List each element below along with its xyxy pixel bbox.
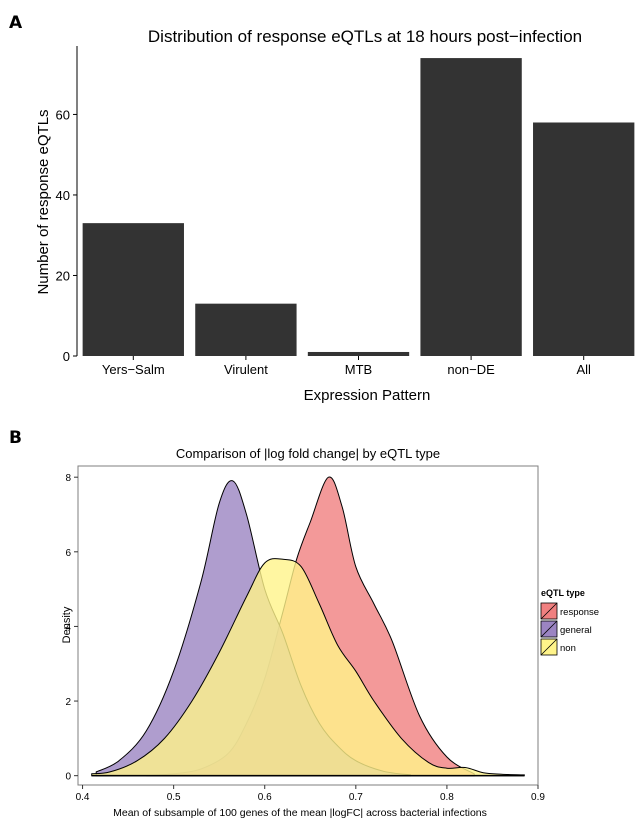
x-tick-label: 0.7	[349, 792, 363, 803]
bar	[82, 223, 184, 356]
y-tick-label: 4	[65, 622, 71, 633]
x-tick-label: non−DE	[447, 362, 495, 377]
y-tick-label: 60	[56, 107, 70, 122]
chart-a-plot: 0 20 40 60 Yers−Salm Virulent MTB non−DE All	[56, 46, 635, 377]
y-tick-label: 6	[65, 548, 71, 559]
chart-a-title: Distribution of response eQTLs at 18 hou…	[148, 27, 582, 46]
legend-title: eQTL type	[541, 588, 585, 598]
legend-key-slash	[540, 602, 558, 620]
panel-b-label: B	[9, 428, 22, 448]
y-tick-label: 0	[63, 349, 70, 364]
legend: eQTL type response general non	[540, 588, 599, 656]
y-tick-label: 20	[56, 268, 70, 283]
legend-key-slash	[540, 638, 558, 656]
bar	[307, 351, 410, 356]
x-tick-label: Virulent	[224, 362, 268, 377]
legend-key-slash	[540, 620, 558, 638]
chart-b-title: Comparison of |log fold change| by eQTL …	[176, 446, 440, 461]
x-tick-label: MTB	[345, 362, 372, 377]
bar	[533, 122, 635, 357]
y-tick-label: 2	[65, 697, 71, 708]
legend-label-non: non	[560, 643, 576, 654]
y-tick-label: 40	[56, 188, 70, 203]
chart-a-xlabel: Expression Pattern	[304, 387, 431, 404]
plot-border	[77, 465, 539, 786]
y-tick-label: 8	[65, 473, 71, 484]
chart-b-plot: 0 2 4 6 8 0.4 0.5 0.6 0.7 0.8 0.9	[65, 465, 545, 803]
x-tick-label: 0.6	[258, 792, 272, 803]
x-tick-label: Yers−Salm	[102, 362, 165, 377]
density-area-non	[91, 558, 525, 777]
chart-b-xlabel: Mean of subsample of 100 genes of the me…	[113, 807, 487, 819]
x-tick-label: 0.5	[167, 792, 181, 803]
bar	[195, 303, 297, 356]
x-tick-label: 0.4	[76, 792, 90, 803]
x-tick-label: 0.8	[440, 792, 454, 803]
x-tick-label: All	[576, 362, 591, 377]
legend-label-response: response	[560, 607, 599, 618]
bar	[420, 58, 522, 357]
x-tick-label: 0.9	[531, 792, 545, 803]
legend-label-general: general	[560, 625, 592, 636]
y-tick-label: 0	[65, 772, 71, 783]
chart-b-ylabel: Density	[61, 606, 73, 643]
chart-a-ylabel: Number of response eQTLs	[35, 109, 52, 294]
panel-a-label: A	[9, 13, 23, 33]
